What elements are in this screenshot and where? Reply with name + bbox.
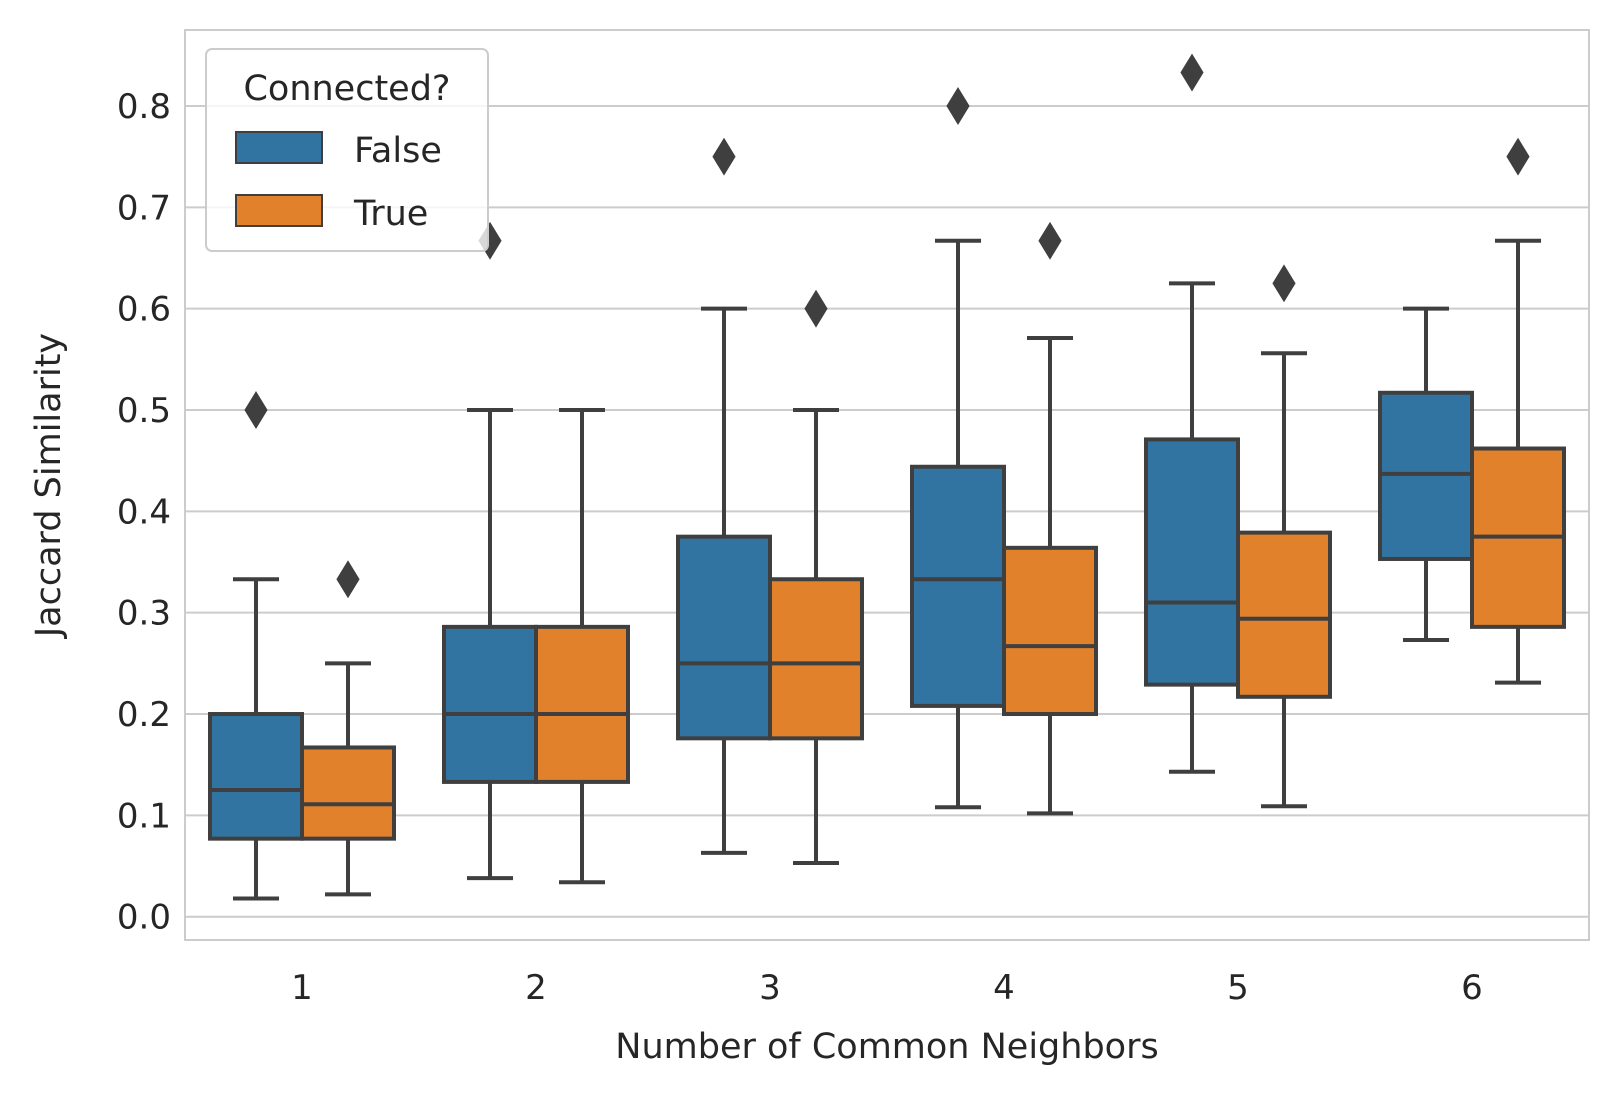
y-tick-label: 0.7 <box>117 188 171 228</box>
x-tick-label: 1 <box>291 968 313 1008</box>
outlier-point <box>336 560 360 599</box>
box-iqr <box>442 624 538 784</box>
y-tick-label: 0.8 <box>117 87 171 127</box>
box-false-4 <box>910 87 1006 810</box>
plot-frame <box>184 29 1590 941</box>
y-tick-label: 0.4 <box>117 492 171 532</box>
legend-swatch-true <box>235 194 323 227</box>
outlier-point <box>804 289 828 328</box>
y-tick-labels: 0.0 0.1 0.2 0.3 0.4 0.5 0.6 0.7 0.8 <box>117 87 171 938</box>
y-axis-label: Jaccard Similarity <box>29 333 69 639</box>
y-tick-label: 0.0 <box>117 898 171 938</box>
legend-label-false: False <box>354 131 442 171</box>
x-tick-labels: 1 2 3 4 5 6 <box>291 968 1483 1008</box>
box-iqr <box>910 464 1006 708</box>
legend-label-true: True <box>353 194 428 234</box>
outlier-point <box>1180 53 1204 92</box>
x-tick-label: 5 <box>1227 968 1249 1008</box>
x-tick-label: 6 <box>1461 968 1483 1008</box>
x-tick-label: 4 <box>993 968 1015 1008</box>
box-iqr <box>1002 545 1098 717</box>
y-tick-label: 0.5 <box>117 391 171 431</box>
box-iqr <box>676 534 772 741</box>
box-false-3 <box>676 137 772 855</box>
outlier-point <box>1272 264 1296 303</box>
box-false-6 <box>1378 306 1474 643</box>
y-tick-label: 0.1 <box>117 796 171 836</box>
outlier-point <box>1038 221 1062 260</box>
box-true-1 <box>300 560 396 897</box>
y-tick-label: 0.2 <box>117 695 171 735</box>
y-tick-label: 0.3 <box>117 594 171 634</box>
box-true-5 <box>1236 264 1332 809</box>
box-iqr <box>534 624 630 784</box>
box-true-4 <box>1002 221 1098 816</box>
box-iqr <box>208 712 304 841</box>
outlier-point <box>244 391 268 429</box>
box-iqr <box>1236 530 1332 699</box>
y-tick-label: 0.6 <box>117 290 171 330</box>
box-layer <box>208 53 1566 901</box>
legend-swatch-false <box>235 131 323 164</box>
outlier-point <box>946 87 970 125</box>
box-false-2 <box>442 221 538 881</box>
box-false-1 <box>208 391 304 901</box>
box-iqr <box>300 745 396 841</box>
box-true-2 <box>534 408 630 885</box>
outlier-point <box>1506 137 1530 176</box>
box-iqr <box>1144 437 1240 687</box>
legend-title: Connected? <box>243 69 450 109</box>
box-iqr <box>1378 390 1474 561</box>
x-tick-label: 2 <box>525 968 547 1008</box>
x-axis-label: Number of Common Neighbors <box>615 1027 1158 1067</box>
legend: Connected? False True <box>205 48 489 252</box>
outlier-point <box>712 137 736 176</box>
box-true-6 <box>1470 137 1566 685</box>
x-tick-label: 3 <box>759 968 781 1008</box>
box-iqr <box>768 577 864 741</box>
box-true-3 <box>768 289 864 865</box>
